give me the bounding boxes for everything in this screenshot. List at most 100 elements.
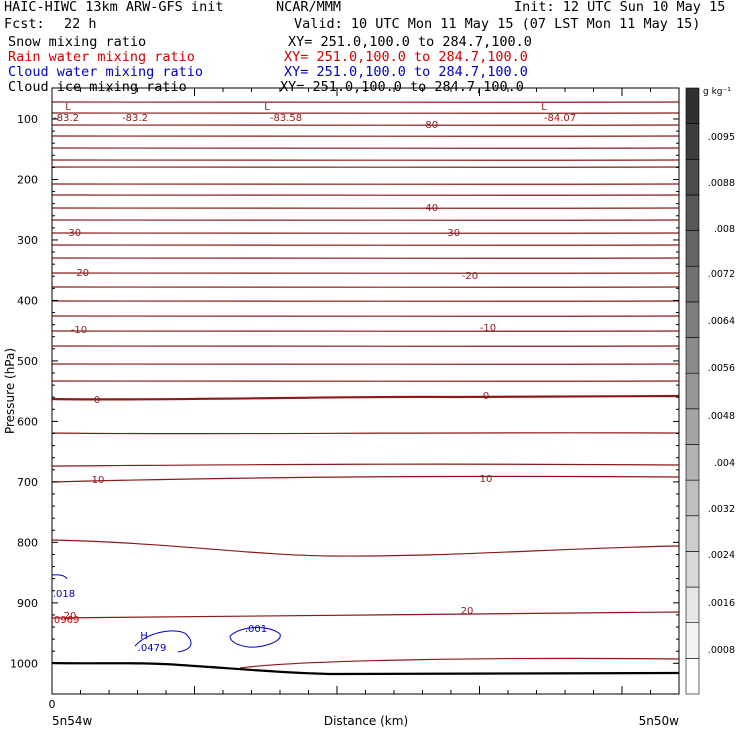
colorbar-tick-label: .0048 xyxy=(708,411,735,422)
x-tick-label-zero: 0 xyxy=(49,698,56,711)
low-marker: L xyxy=(264,102,270,113)
isotherm-label: 0 xyxy=(94,395,100,406)
y-tick-label: 100 xyxy=(17,113,38,126)
field-cloudwater-name: Cloud water mixing ratio xyxy=(8,64,204,80)
isotherm-line xyxy=(51,363,680,365)
low-marker-value: -84.07 xyxy=(544,113,576,124)
rain-water-value: .0969 xyxy=(51,615,80,626)
colorbar-swatch xyxy=(685,230,700,267)
colorbar-tick-label: .004 xyxy=(714,458,735,469)
colorbar-swatch xyxy=(685,337,700,374)
isotherm-line xyxy=(51,159,680,161)
colorbar-tick-label: .0088 xyxy=(708,178,735,189)
isotherm-line xyxy=(51,166,680,168)
isotherm-line xyxy=(51,475,680,483)
isotherm-label: -83.2 xyxy=(53,113,79,124)
field-rain-xy: XY= 251.0,100.0 to 284.7,100.0 xyxy=(284,49,528,65)
colorbar-tick-label: .0072 xyxy=(708,269,735,280)
isotherm-label: -30 xyxy=(444,228,460,239)
colorbar-swatch xyxy=(685,551,700,588)
isotherm-line xyxy=(51,300,680,302)
y-tick-label: 600 xyxy=(17,415,38,428)
x-axis-title: Distance (km) xyxy=(324,714,408,728)
valid-time: Valid: 10 UTC Mon 11 May 15 (07 LST Mon … xyxy=(294,16,701,32)
isotherm-label: -80 xyxy=(422,120,438,131)
isotherm-line xyxy=(51,272,680,274)
cloud-water-contour xyxy=(229,627,281,648)
y-tick-label: 1000 xyxy=(10,657,38,670)
isotherm-line xyxy=(51,463,680,467)
colorbar-tick-label: .008 xyxy=(714,224,735,235)
cloud-water-contour xyxy=(51,574,68,580)
colorbar-swatch xyxy=(685,444,700,481)
y-tick-label: 700 xyxy=(17,476,38,489)
colorbar-tick-label: .0032 xyxy=(708,504,735,515)
isotherm-label: 20 xyxy=(64,611,77,622)
x-start-label: 5n54w xyxy=(52,714,93,728)
field-cloudwater-xy: XY= 251.0,100.0 to 284.7,100.0 xyxy=(284,64,528,80)
colorbar-tick-label: .0064 xyxy=(708,316,735,327)
isotherm-label: -20 xyxy=(462,271,478,282)
model-title: HAIC-HIWC 13km ARW-GFS init xyxy=(4,0,224,15)
cloud-water-high-value: .0479 xyxy=(138,643,167,654)
low-marker-value: -83.2 xyxy=(122,113,148,124)
terrain-surface-line xyxy=(51,661,680,676)
colorbar-swatch xyxy=(685,123,700,160)
isotherm-line xyxy=(51,380,680,382)
isotherm-line xyxy=(51,147,680,149)
y-tick-label: 200 xyxy=(17,173,38,186)
isotherm-label: 10 xyxy=(92,475,105,486)
colorbar-tick-label: .0056 xyxy=(708,363,735,374)
cloud-water-value: .018 xyxy=(53,589,75,600)
isotherm-label: 20 xyxy=(461,606,474,617)
y-tick-label: 500 xyxy=(17,355,38,368)
low-marker: L xyxy=(65,102,71,113)
colorbar-swatch xyxy=(685,515,700,552)
isotherm-line xyxy=(51,207,680,209)
field-cloudice-xy: XY= 251.0,100.0 to 284.7,100.0 xyxy=(280,79,524,95)
isotherm-label: 0 xyxy=(483,391,489,402)
isotherm-line xyxy=(51,194,680,196)
colorbar-unit: g kg⁻¹ xyxy=(703,87,731,97)
colorbar-swatch xyxy=(685,158,700,196)
isotherm-line xyxy=(51,611,680,619)
colorbar-tick-label: .0016 xyxy=(708,598,735,609)
isotherm-line xyxy=(51,183,680,185)
isotherm-line xyxy=(51,101,680,103)
isotherm-line xyxy=(51,232,680,234)
colorbar-swatch xyxy=(685,265,700,303)
cloud-water-contour xyxy=(134,630,192,653)
isotherm-line xyxy=(51,286,680,288)
forecast-hours: 22 h xyxy=(64,16,97,32)
isotherm-label: -10 xyxy=(71,325,87,336)
isotherm-label: -10 xyxy=(480,323,496,334)
isotherm-line xyxy=(51,315,680,317)
x-end-label: 5n50w xyxy=(639,714,680,728)
field-snow-xy: XY= 251.0,100.0 to 284.7,100.0 xyxy=(288,34,532,50)
colorbar-swatch xyxy=(685,408,700,445)
org-label: NCAR/MMM xyxy=(276,0,342,15)
cloud-water-value: .001 xyxy=(245,624,267,635)
isotherm-line xyxy=(51,135,680,137)
colorbar-tick-label: .0095 xyxy=(708,132,735,143)
isotherm-line xyxy=(51,330,680,332)
isotherm-label: 10 xyxy=(480,474,493,485)
colorbar-swatch xyxy=(685,372,700,410)
isotherm-line xyxy=(51,539,680,557)
colorbar-swatch xyxy=(685,586,700,624)
isotherm-line xyxy=(51,124,680,126)
y-tick-label: 900 xyxy=(17,597,38,610)
field-cloudice-name: Cloud ice mixing ratio xyxy=(8,79,187,95)
isotherm-line xyxy=(239,657,680,669)
y-tick-label: 300 xyxy=(17,234,38,247)
isotherm-line xyxy=(51,432,680,435)
isotherm-line xyxy=(51,257,680,259)
y-tick-label: 800 xyxy=(17,536,38,549)
low-marker-value: -83.58 xyxy=(270,113,302,124)
forecast-label: Fcst: xyxy=(4,16,45,32)
isotherm-label: -20 xyxy=(73,268,89,279)
y-tick-label: 400 xyxy=(17,294,38,307)
init-time: Init: 12 UTC Sun 10 May 15 xyxy=(514,0,726,15)
field-snow-name: Snow mixing ratio xyxy=(8,34,147,50)
colorbar-swatch xyxy=(685,479,700,517)
